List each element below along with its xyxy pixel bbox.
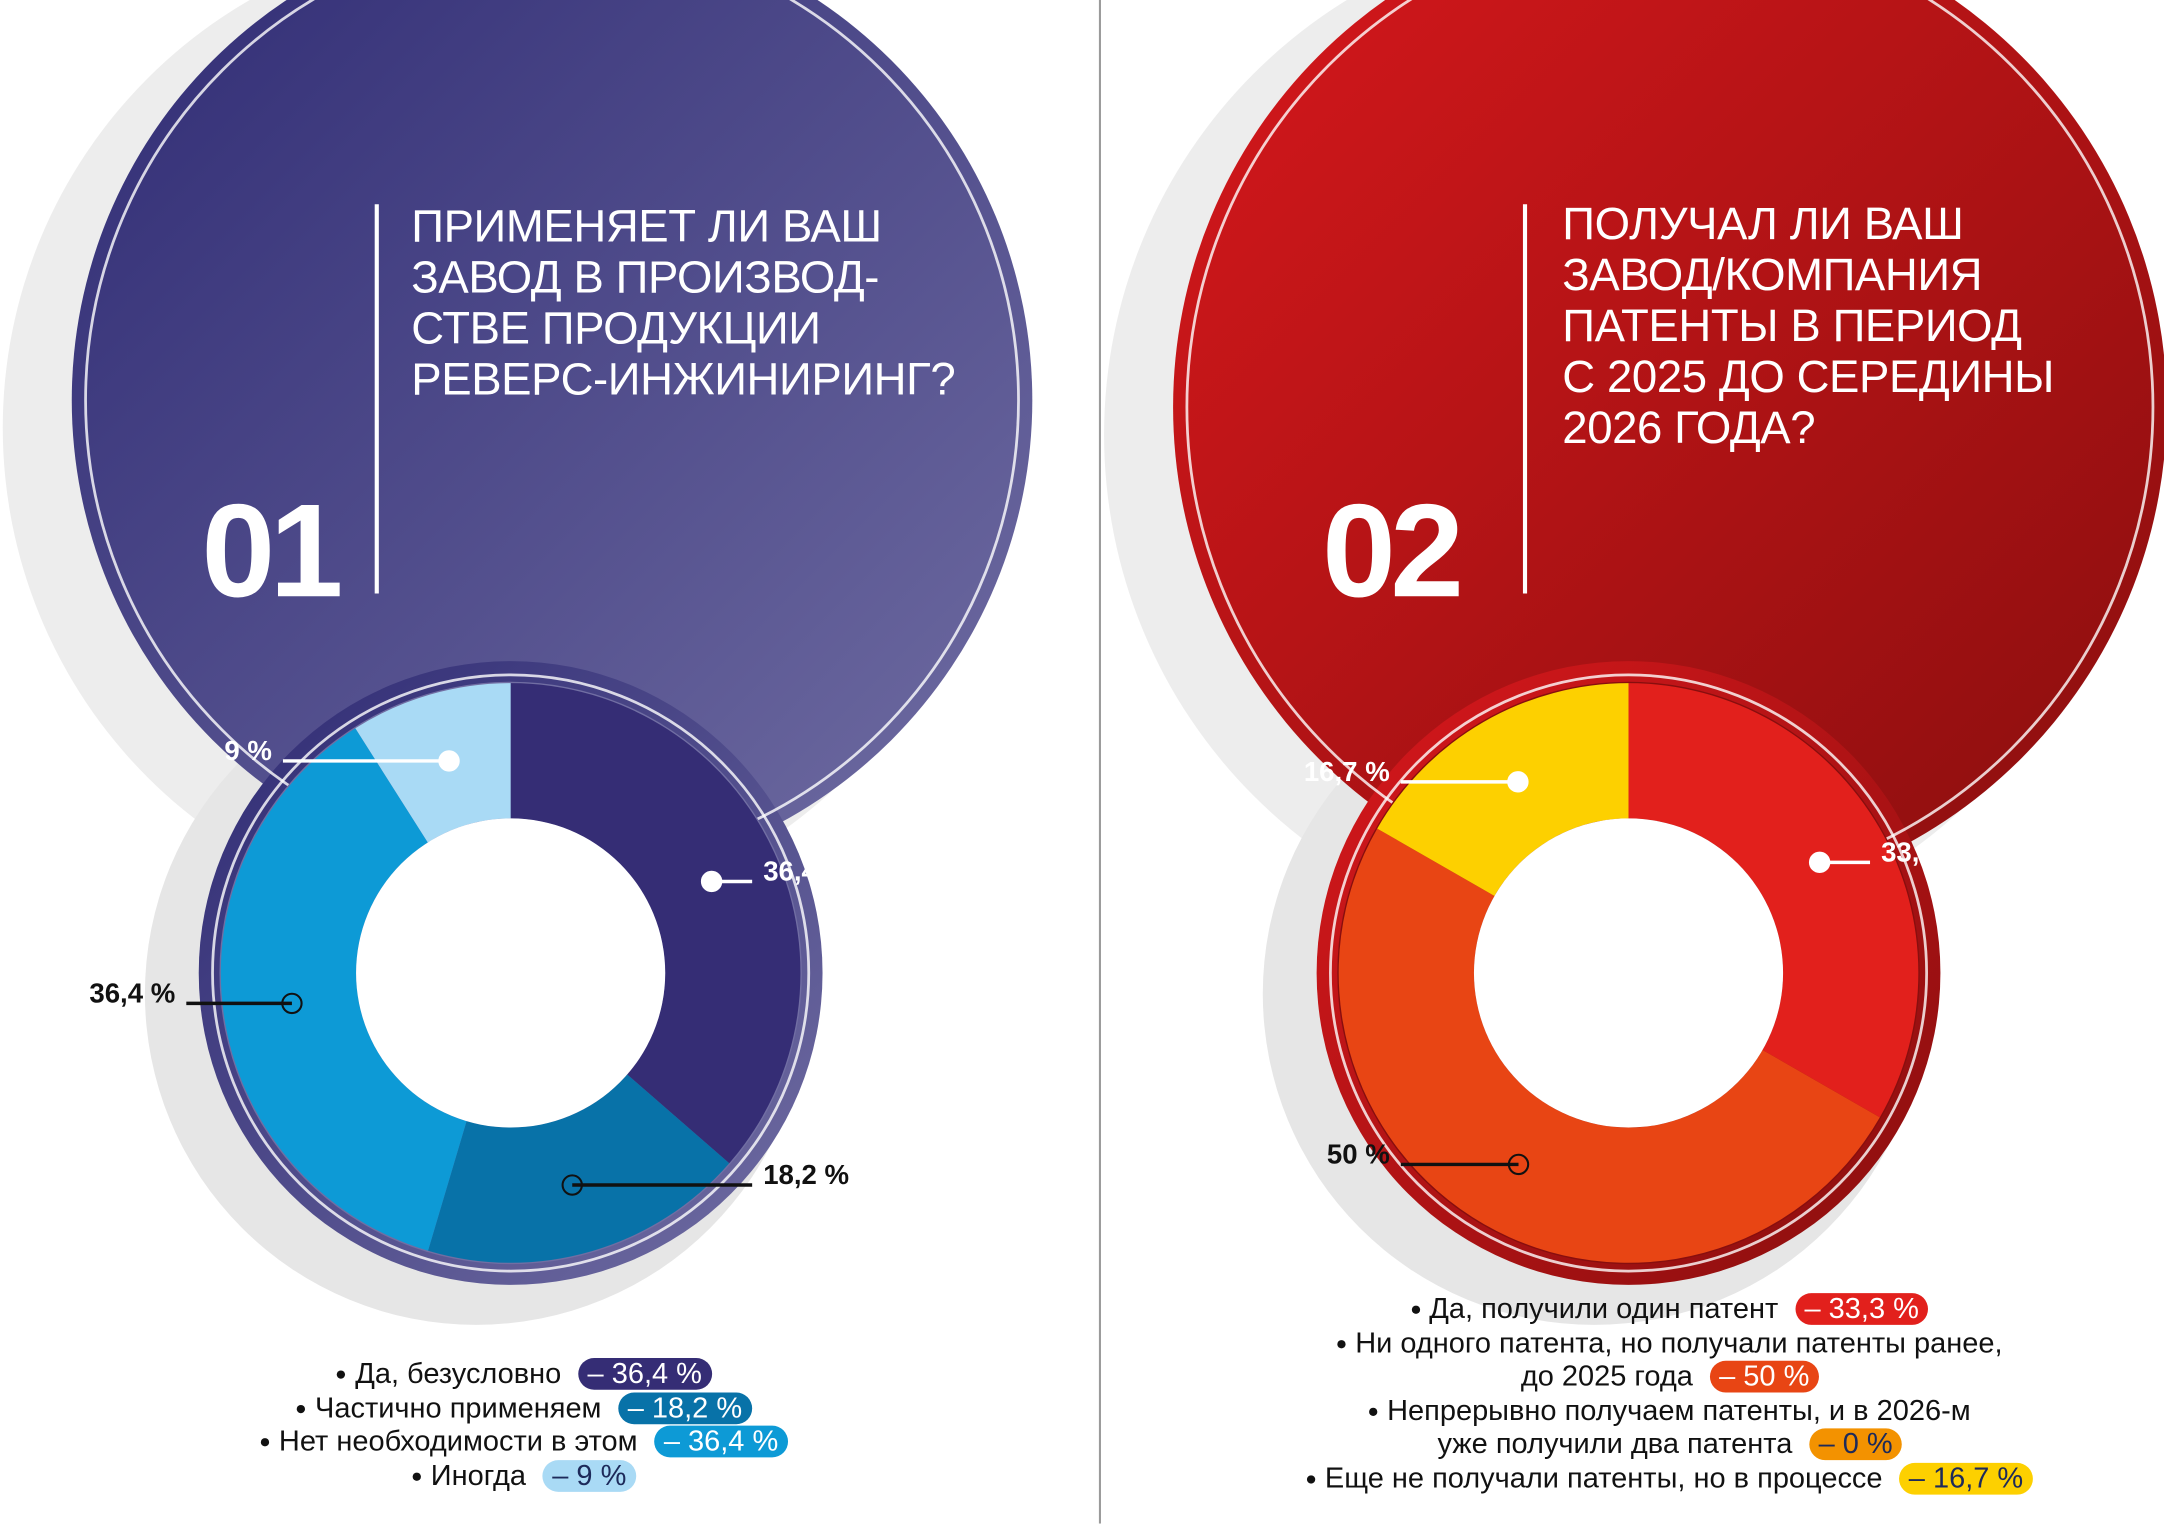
leader-dot bbox=[1507, 771, 1529, 793]
donut-hole bbox=[356, 818, 666, 1128]
data-label: 16,7 % bbox=[1304, 756, 1390, 787]
data-label: 9 % bbox=[224, 735, 272, 766]
leader-dot bbox=[700, 870, 723, 893]
chart-number: 01 bbox=[201, 477, 343, 626]
legend: Да, получили один патент – 33,3 % Ни одног… bbox=[1132, 1293, 2164, 1496]
legend-badge: – 0 % bbox=[1808, 1428, 1903, 1461]
legend-row: Нет необходимости в этом – 36,4 % bbox=[0, 1425, 1063, 1460]
legend: Да, безусловно – 36,4 % Частично применяем… bbox=[0, 1358, 1063, 1493]
legend-badge: – 16,7 % bbox=[1899, 1462, 2033, 1494]
legend-label: Да, безусловно bbox=[337, 1358, 561, 1390]
donut-slice bbox=[1338, 828, 1880, 1263]
donut-hole bbox=[1473, 818, 1784, 1128]
donut-slice bbox=[1377, 683, 1629, 896]
legend-label: Иногда bbox=[413, 1459, 526, 1491]
legend-label: Нет необходимости в этом bbox=[261, 1426, 638, 1458]
data-label: 33,3 % bbox=[1881, 836, 1967, 867]
legend-row: Непрерывно получаем патенты, и в 2026-м … bbox=[1132, 1395, 2164, 1463]
legend-row: Частично применяем – 18,2 % bbox=[0, 1391, 1063, 1426]
data-label: 36,4 % bbox=[89, 977, 175, 1008]
donut-slice bbox=[355, 683, 511, 843]
legend-badge: – 50 % bbox=[1709, 1360, 1820, 1393]
leader-dot bbox=[1507, 1153, 1530, 1176]
legend-label: Частично применяем bbox=[297, 1392, 601, 1424]
chart-title: ПРИМЕНЯЕТ ЛИ ВАШ ЗАВОД В ПРОИЗВОД- СТВЕ … bbox=[411, 200, 956, 405]
legend-label: Ни одного патента, но получали патенты р… bbox=[1337, 1327, 2002, 1393]
donut-slice bbox=[1628, 683, 1919, 1118]
data-label: 36,4 % bbox=[763, 855, 849, 886]
legend-row: Еще не получали патенты, но в процессе – … bbox=[1132, 1462, 2164, 1496]
leader-dot bbox=[438, 750, 460, 772]
donut-slice bbox=[510, 683, 801, 1164]
legend-row: Ни одного патента, но получали патенты р… bbox=[1132, 1327, 2164, 1395]
legend-row: Да, получили один патент – 33,3 % bbox=[1132, 1293, 2164, 1327]
leader-dot bbox=[281, 992, 303, 1015]
leader-dot bbox=[1808, 851, 1831, 874]
legend-row: Иногда – 9 % bbox=[0, 1459, 1063, 1493]
donut-outline bbox=[1329, 673, 1928, 1273]
donut-slice bbox=[428, 1074, 730, 1263]
legend-badge: – 9 % bbox=[542, 1459, 637, 1492]
legend-badge: – 18,2 % bbox=[618, 1391, 752, 1424]
legend-badge: – 36,4 % bbox=[577, 1358, 712, 1390]
legend-badge: – 33,3 % bbox=[1794, 1293, 1929, 1325]
chart-number: 02 bbox=[1322, 477, 1464, 626]
leader-dot bbox=[561, 1174, 583, 1196]
bubble bbox=[1173, 0, 2164, 904]
data-label: 50 % bbox=[1327, 1138, 1390, 1169]
legend-label: Непрерывно получаем патенты, и в 2026-м … bbox=[1369, 1395, 1971, 1461]
donut-slice bbox=[220, 728, 467, 1251]
donut-outline bbox=[211, 673, 811, 1273]
legend-badge: – 36,4 % bbox=[654, 1425, 788, 1458]
data-label: 18,2 % bbox=[763, 1159, 849, 1190]
chart-title: ПОЛУЧАЛ ЛИ ВАШ ЗАВОД/КОМПАНИЯ ПАТЕНТЫ В … bbox=[1562, 197, 2055, 453]
legend-label: Да, получили один патент bbox=[1411, 1293, 1778, 1325]
bubble bbox=[71, 0, 1033, 881]
legend-row: Да, безусловно – 36,4 % bbox=[0, 1358, 1063, 1392]
legend-label: Еще не получали патенты, но в процессе bbox=[1307, 1462, 1883, 1494]
